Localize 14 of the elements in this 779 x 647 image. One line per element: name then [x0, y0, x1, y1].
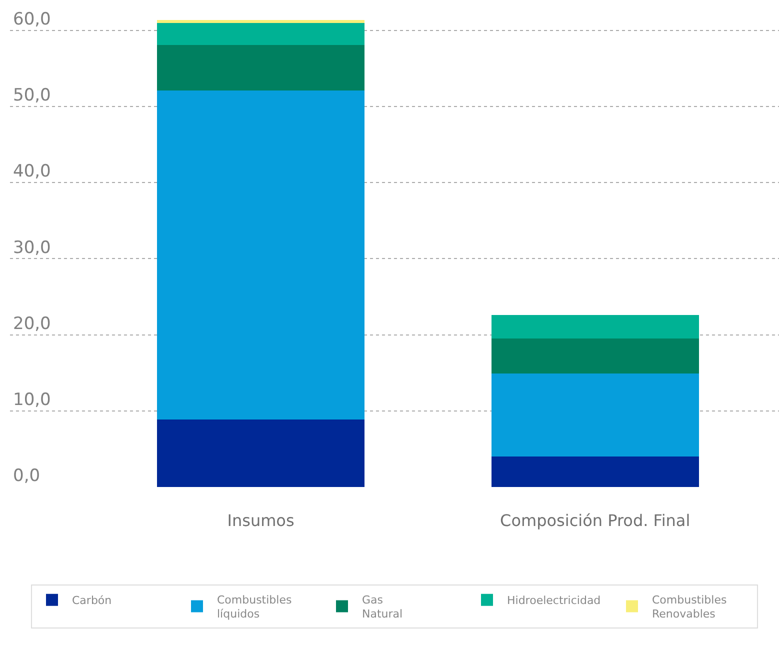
legend-label: Carbón	[72, 594, 112, 608]
legend-label: Gas Natural	[362, 593, 403, 621]
y-tick-label: 20,0	[13, 314, 51, 334]
y-tick-label: 60,0	[13, 9, 51, 30]
x-tick-label: Composición Prod. Final	[500, 511, 690, 530]
legend-label: Combustibles líquidos	[217, 593, 292, 621]
y-tick-label: 30,0	[13, 238, 51, 258]
y-tick-label: 10,0	[13, 390, 51, 410]
y-tick-label: 50,0	[13, 86, 51, 106]
legend-label: Combustibles Renovables	[652, 593, 727, 621]
legend-label: Hidroelectricidad	[507, 594, 601, 608]
y-tick-label: 40,0	[13, 162, 51, 182]
x-tick-label: Insumos	[227, 511, 294, 530]
y-tick-label: 0,0	[13, 466, 40, 486]
